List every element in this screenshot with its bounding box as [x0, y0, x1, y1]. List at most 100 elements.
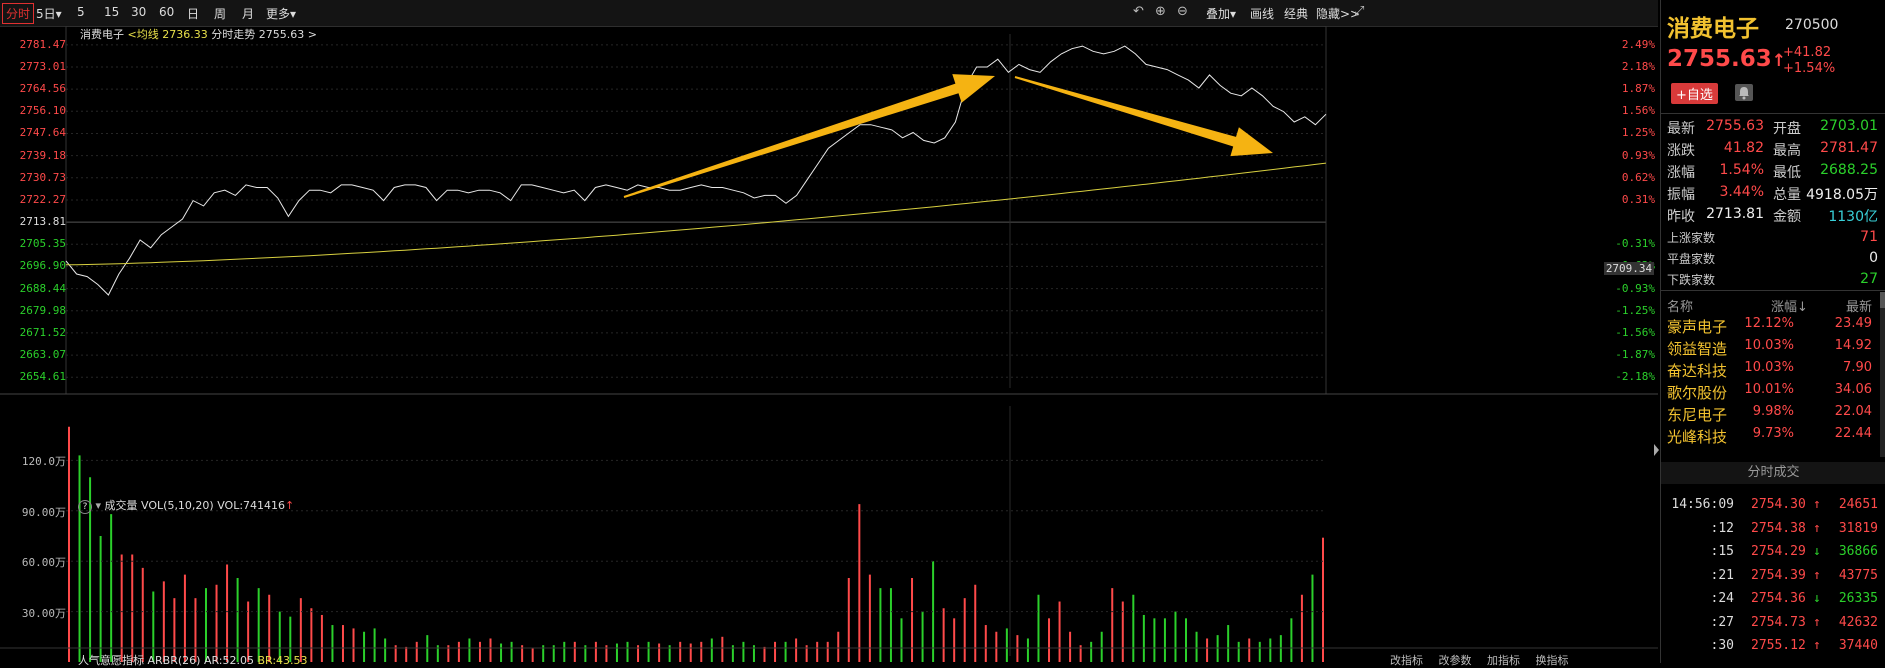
y-tick-left: 2781.47 — [19, 37, 66, 51]
quote-value: 2755.63 — [1706, 118, 1764, 134]
y-tick-right: 2.49% — [1621, 37, 1655, 51]
trade-direction-icon: ↑ — [1813, 497, 1821, 512]
stock-last: 22.04 — [1834, 404, 1872, 419]
list-item[interactable]: 歌尔股份 10.01% 34.06 — [1667, 381, 1882, 403]
expand-icon[interactable]: ⤢ — [1354, 4, 1365, 19]
volume-legend: ? ▾ 成交量 VOL(5,10,20) VOL:741416↑ — [78, 497, 294, 514]
list-item[interactable]: 光峰科技 9.73% 22.44 — [1667, 425, 1882, 447]
quote-row: 振幅 3.44% 总量 4918.05万 — [1667, 182, 1882, 204]
y-tick-right: -0.93% — [1615, 281, 1655, 295]
legend-trend-label: 分时走势 — [211, 28, 256, 41]
list-item[interactable]: 豪声电子 12.12% 23.49 — [1667, 315, 1882, 337]
change-indicator-button[interactable]: 改指标 — [1390, 654, 1423, 667]
legend-close-bracket: > — [307, 28, 317, 41]
y-tick-left: 2671.52 — [19, 325, 66, 339]
quote-value: 3.44% — [1719, 184, 1764, 200]
toolbar-action-0[interactable]: 叠加▾ — [1206, 7, 1237, 21]
trade-row: :24 2754.36 ↓ 26335 — [1667, 590, 1882, 612]
divider — [1661, 113, 1885, 114]
alert-bell-icon[interactable] — [1735, 84, 1753, 101]
quote-row: 昨收 2713.81 金额 1130亿 — [1667, 204, 1882, 226]
trade-volume: 37440 — [1838, 638, 1878, 653]
toolbar-action-3[interactable]: 隐藏>> — [1316, 7, 1361, 21]
quote-row: 涨跌 41.82 最高 2781.47 — [1667, 138, 1882, 160]
period-tab-0[interactable]: 分时 — [2, 3, 35, 24]
scrollbar-thumb[interactable] — [1880, 292, 1885, 308]
breadth-label: 下跌家数 — [1667, 273, 1716, 287]
period-tab-6[interactable]: 日 — [187, 7, 200, 21]
period-tab-8[interactable]: 月 — [242, 7, 255, 21]
stock-last: 34.06 — [1834, 382, 1872, 397]
legend-avg-label-text: 均线 — [136, 28, 159, 41]
stock-pct: 9.73% — [1752, 426, 1794, 441]
y-tick-left: 2722.27 — [19, 192, 66, 206]
trade-row: :27 2754.73 ↑ 42632 — [1667, 614, 1882, 636]
quote-label: 金额 — [1773, 209, 1801, 225]
y-tick-right: -0.31% — [1615, 237, 1655, 251]
trade-time: :15 — [1710, 544, 1734, 559]
divider — [1661, 290, 1885, 291]
chart-toolbar: 分时 5日▾ 5 15 30 60 日周 月更多▾ 叠加▾ 画线 经典 隐藏>> ↶ ⊕ ⊖ ⤢ — [0, 0, 1658, 27]
toolbar-action-2[interactable]: 经典 — [1284, 7, 1309, 21]
down-arrow-annotation — [1014, 76, 1273, 157]
help-icon[interactable]: ? — [78, 500, 92, 514]
period-tab-9[interactable]: 更多▾ — [266, 7, 297, 21]
quote-value: 1130亿 — [1828, 209, 1878, 225]
breadth-value: 71 — [1860, 229, 1878, 245]
list-item[interactable]: 东尼电子 9.98% 22.04 — [1667, 403, 1882, 425]
period-tab-2[interactable]: 5 — [77, 5, 85, 19]
trade-direction-icon: ↑ — [1813, 614, 1821, 630]
trade-volume: 42632 — [1838, 614, 1878, 630]
header-pct[interactable]: 涨幅↓ — [1771, 300, 1808, 315]
collapse-icon[interactable]: ▾ — [95, 499, 102, 512]
period-tab-5[interactable]: 60 — [159, 5, 175, 19]
trade-price: 2755.12 — [1751, 638, 1806, 653]
header-name[interactable]: 名称 — [1667, 300, 1694, 315]
legend-avg-label: < — [127, 28, 137, 41]
price-line — [65, 45, 1327, 296]
undo-icon[interactable]: ↶ — [1133, 4, 1144, 19]
add-favorite-button[interactable]: +自选 — [1671, 83, 1718, 104]
trade-direction-icon: ↑ — [1813, 638, 1821, 653]
stock-pct: 9.98% — [1752, 404, 1794, 419]
swap-indicator-button[interactable]: 换指标 — [1535, 654, 1569, 667]
indicator-actions: 改指标 改参数 加指标 换指标 — [1390, 652, 1569, 668]
legend-avg-value: 2736.33 — [162, 28, 208, 41]
y-tick-right: 0.31% — [1621, 192, 1655, 206]
toolbar-action-1[interactable]: 画线 — [1250, 7, 1275, 21]
quote-value: 2713.81 — [1706, 206, 1764, 222]
change-params-button[interactable]: 改参数 — [1438, 654, 1472, 667]
trade-row: :12 2754.38 ↑ 31819 — [1667, 520, 1882, 542]
header-last[interactable]: 最新 — [1845, 300, 1872, 315]
intraday-chart[interactable] — [0, 26, 1658, 663]
volume-arrow: ↑ — [285, 499, 295, 512]
sidebar-scrollbar[interactable] — [1880, 292, 1885, 457]
indicator-param: ARBR(26) — [147, 654, 201, 667]
indicator-bar: 人气意愿指标 ARBR(26) AR:52.05 BR:43.53 — [78, 652, 308, 668]
add-indicator-button[interactable]: 加指标 — [1487, 654, 1520, 667]
quote-label: 最低 — [1773, 165, 1801, 181]
zoom-in-icon[interactable]: ⊕ — [1155, 4, 1166, 19]
y-tick-left: 2747.64 — [19, 126, 66, 140]
period-tab-4[interactable]: 30 — [131, 5, 147, 19]
list-header-row: 名称 涨幅↓ 最新 — [1667, 294, 1882, 316]
period-tab-3[interactable]: 15 — [104, 5, 120, 19]
stock-name: 东尼电子 — [1667, 406, 1728, 424]
stock-pct: 12.12% — [1744, 316, 1794, 331]
list-item[interactable]: 领益智造 10.03% 14.92 — [1667, 337, 1882, 359]
volume-name: 成交量 — [104, 499, 138, 512]
list-item[interactable]: 奋达科技 10.03% 7.90 — [1667, 359, 1882, 381]
y-tick-left: 2756.10 — [19, 104, 66, 118]
y-tick-left: 2663.07 — [19, 348, 66, 362]
period-tab-7[interactable]: 周 — [214, 7, 227, 21]
stock-pct: 10.03% — [1744, 338, 1794, 353]
legend-trend-value: 2755.63 — [258, 28, 305, 41]
price-frame — [65, 26, 1327, 395]
stock-name: 豪声电子 — [1667, 318, 1728, 336]
trade-row: 14:56:09 2754.30 ↑ 24651 — [1667, 496, 1882, 518]
trade-price: 2754.30 — [1751, 497, 1806, 512]
panel-splitter[interactable] — [1652, 440, 1660, 460]
zoom-out-icon[interactable]: ⊖ — [1177, 4, 1188, 19]
period-tab-1[interactable]: 5日▾ — [36, 7, 62, 21]
trade-volume: 26335 — [1838, 591, 1878, 606]
